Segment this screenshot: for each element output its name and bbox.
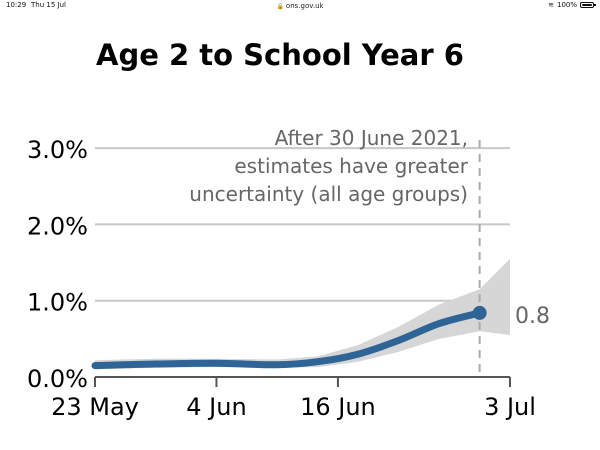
y-tick-label: 1.0% (27, 289, 88, 317)
annotation-line: uncertainty (all age groups) (189, 182, 468, 206)
status-time: 10:29 (6, 1, 27, 9)
url-text: ons.gov.uk (285, 2, 324, 10)
battery-percent: 100% (556, 1, 577, 9)
battery-icon (580, 2, 596, 8)
y-tick-label: 0.0% (27, 365, 88, 393)
y-tick-label: 2.0% (27, 212, 88, 240)
x-tick-label: 3 Jul (484, 393, 536, 421)
address-bar[interactable]: 🔒 ons.gov.uk (0, 2, 600, 10)
wifi-icon: ≋ (548, 1, 554, 9)
chart-title: Age 2 to School Year 6 (96, 38, 464, 72)
x-tick-label: 23 May (51, 393, 139, 421)
x-tick-label: 4 Jun (186, 393, 246, 421)
annotation-line: After 30 June 2021, (275, 126, 468, 150)
status-right: ≋ 100% (548, 1, 596, 9)
confidence-band (95, 258, 510, 370)
end-value-label: 0.8 (515, 304, 550, 329)
status-bar: 10:29 Thu 15 Jul 🔒 ons.gov.uk ≋ 100% (0, 0, 600, 12)
x-tick-label: 16 Jun (300, 393, 376, 421)
lock-icon: 🔒 (276, 3, 284, 10)
status-date: Thu 15 Jul (31, 1, 66, 9)
series-line (91, 309, 484, 370)
annotation-line: estimates have greater (234, 154, 468, 178)
y-tick-label: 3.0% (27, 136, 88, 164)
end-point (472, 305, 487, 320)
